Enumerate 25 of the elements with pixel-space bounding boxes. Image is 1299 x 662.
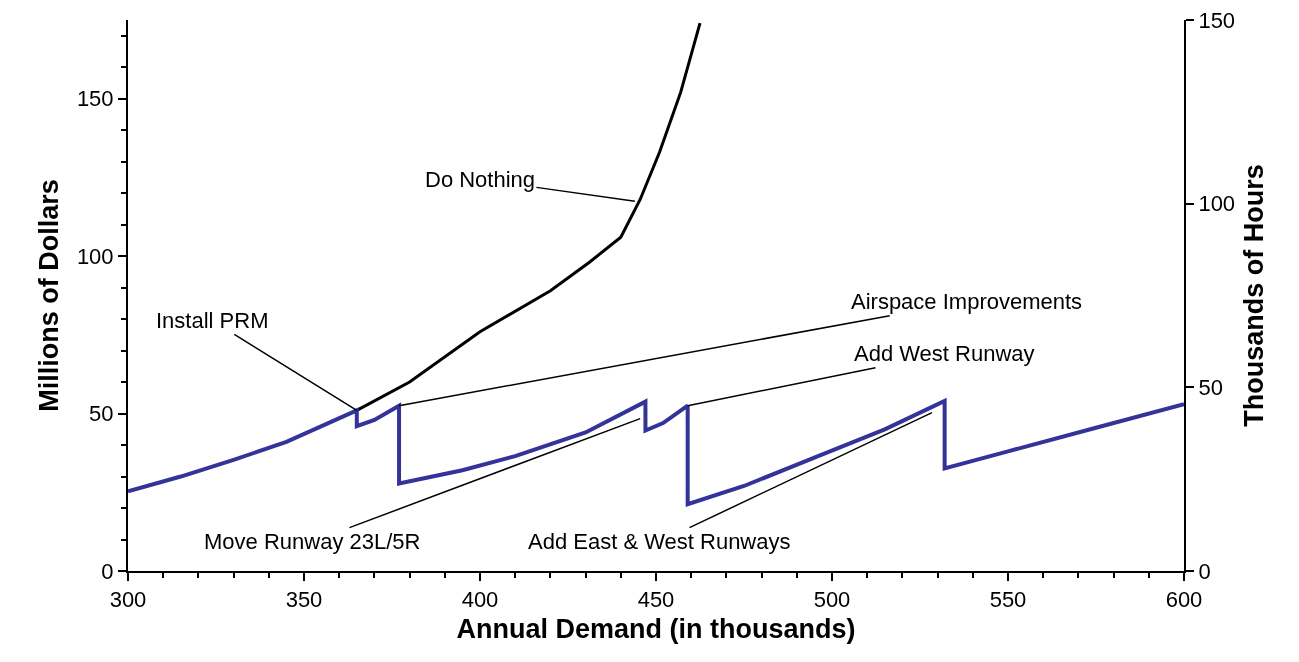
y2-tick-label: 0 xyxy=(1198,558,1211,584)
x-tick-label: 500 xyxy=(813,587,851,613)
y2-tick-label: 50 xyxy=(1198,375,1223,401)
x-axis-title: Annual Demand (in thousands) xyxy=(456,614,856,645)
y-tick-label: 100 xyxy=(76,243,114,269)
x-tick-label: 400 xyxy=(461,587,499,613)
y-axis-title: Millions of Dollars xyxy=(34,179,65,412)
x-tick-label: 350 xyxy=(285,587,323,613)
annotation: Airspace Improvements xyxy=(851,289,1083,314)
y-tick-label: 150 xyxy=(76,86,114,112)
annotation: Install PRM xyxy=(156,308,269,333)
annotation: Move Runway 23L/5R xyxy=(204,529,421,554)
x-tick-label: 300 xyxy=(109,587,147,613)
y2-axis-title: Thousands of Hours xyxy=(1239,164,1270,427)
annotation: Add West Runway xyxy=(854,341,1035,366)
y-tick-label: 50 xyxy=(89,401,114,427)
y2-tick-label: 150 xyxy=(1198,7,1236,33)
x-tick-label: 600 xyxy=(1165,587,1203,613)
line-series xyxy=(128,398,1184,507)
annotation: Do Nothing xyxy=(425,167,536,192)
y-tick-label: 0 xyxy=(101,558,114,584)
x-tick-label: 450 xyxy=(637,587,675,613)
x-tick-label: 550 xyxy=(989,587,1027,613)
annotation: Add East & West Runways xyxy=(528,529,791,554)
y2-tick-label: 100 xyxy=(1198,191,1236,217)
